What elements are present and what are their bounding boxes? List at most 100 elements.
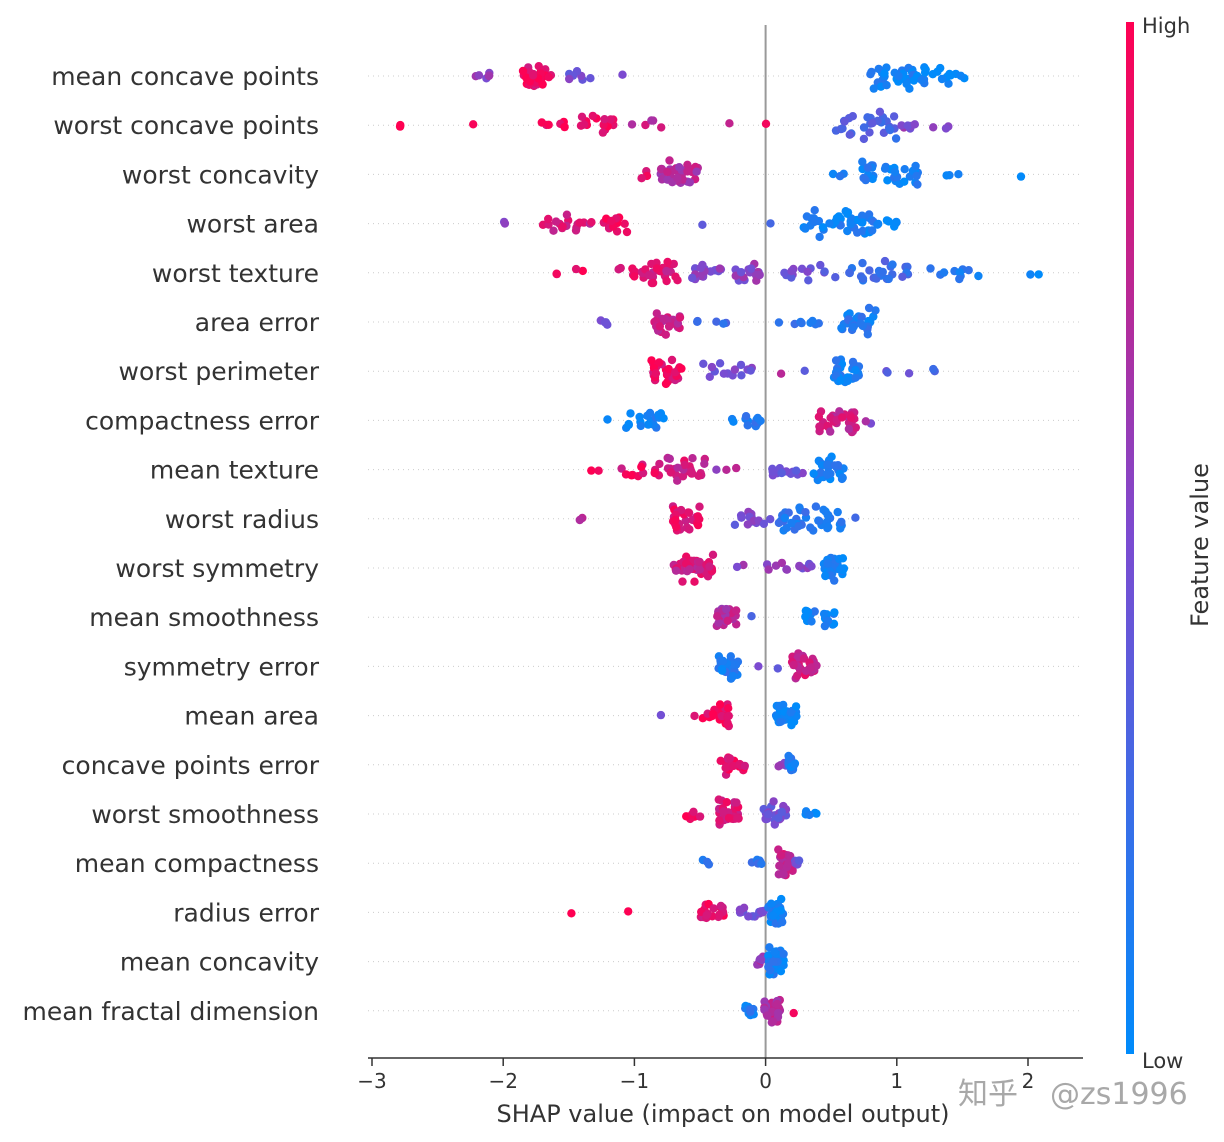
- shap-point: [859, 174, 869, 183]
- shap-point: [687, 469, 697, 478]
- shap-point: [944, 79, 953, 88]
- feature-label: mean texture: [150, 456, 319, 485]
- shap-point: [1016, 172, 1026, 181]
- shap-point: [797, 318, 806, 328]
- x-tick-label: 1: [890, 1069, 903, 1093]
- shap-point: [694, 471, 703, 480]
- shap-point: [651, 369, 661, 378]
- feature-label: radius error: [173, 898, 319, 927]
- shap-point: [956, 71, 965, 81]
- shap-point: [820, 621, 830, 631]
- shap-point: [780, 268, 789, 277]
- feature-label: worst area: [186, 210, 319, 239]
- shap-point: [809, 214, 818, 223]
- x-axis-title: SHAP value (impact on model output): [497, 1100, 950, 1128]
- shap-point: [695, 557, 704, 567]
- shap-point: [600, 318, 610, 327]
- shap-point: [889, 112, 899, 121]
- shap-point: [693, 512, 703, 521]
- shap-point: [812, 809, 821, 818]
- feature-label: worst perimeter: [119, 357, 320, 386]
- shap-point: [678, 472, 688, 481]
- shap-point: [747, 612, 756, 621]
- shap-point: [773, 664, 782, 673]
- shap-point: [873, 220, 882, 229]
- shap-point: [755, 270, 764, 280]
- shap-point: [798, 468, 807, 478]
- beeswarm-dots: [395, 61, 1043, 1027]
- shap-point: [843, 376, 852, 386]
- shap-point: [757, 859, 766, 868]
- shap-point: [616, 263, 625, 273]
- x-tick-label: −3: [357, 1069, 386, 1093]
- shap-point: [730, 520, 740, 529]
- shap-point: [735, 905, 745, 914]
- shap-point: [837, 517, 846, 527]
- shap-point: [910, 120, 919, 129]
- watermark-user-text: @zs1996: [1050, 1077, 1188, 1112]
- shap-point: [774, 762, 783, 771]
- shap-point: [819, 609, 829, 619]
- feature-labels: mean concave points worst concave points w…: [22, 62, 319, 1026]
- shap-point: [859, 134, 869, 144]
- shap-point: [764, 565, 773, 574]
- shap-point: [768, 1017, 778, 1026]
- feature-label: worst smoothness: [91, 800, 319, 829]
- shap-point: [587, 466, 596, 475]
- feature-label: worst texture: [152, 259, 319, 288]
- shap-point: [882, 81, 891, 90]
- shap-point: [831, 356, 841, 365]
- shap-point: [665, 454, 674, 463]
- shap-point: [858, 157, 867, 166]
- shap-point: [671, 566, 681, 575]
- shap-point: [884, 274, 893, 284]
- shap-point: [837, 323, 846, 333]
- x-axis: −3 −2 −1 0 1 2: [357, 1057, 1083, 1093]
- feature-label: mean concave points: [51, 62, 319, 91]
- shap-point: [739, 560, 748, 570]
- shap-point: [729, 417, 738, 426]
- shap-point: [891, 134, 901, 143]
- feature-label: worst concave points: [53, 111, 319, 140]
- shap-point: [801, 224, 810, 233]
- shap-point: [586, 74, 595, 83]
- shap-point: [795, 561, 804, 571]
- shap-point: [705, 562, 714, 571]
- shap-point: [662, 266, 671, 276]
- shap-point: [518, 66, 528, 76]
- shap-point: [823, 559, 832, 568]
- shap-point: [685, 565, 694, 574]
- shap-point: [673, 276, 682, 285]
- shap-point: [681, 516, 690, 525]
- shap-point: [846, 220, 855, 229]
- shap-point: [773, 999, 782, 1009]
- shap-point: [942, 171, 951, 180]
- shap-point: [678, 577, 687, 586]
- shap-point: [641, 120, 650, 130]
- shap-point: [627, 120, 637, 129]
- shap-point: [696, 263, 705, 273]
- shap-point: [756, 416, 765, 425]
- shap-point: [824, 522, 833, 532]
- shap-point: [673, 173, 682, 183]
- shap-point: [843, 209, 852, 218]
- shap-point: [571, 264, 581, 274]
- shap-point: [662, 276, 671, 286]
- shap-point: [716, 901, 726, 911]
- shap-point: [469, 120, 478, 129]
- shap-point: [663, 257, 672, 267]
- shap-point: [767, 899, 776, 908]
- shap-point: [715, 359, 725, 368]
- shap-point: [699, 359, 708, 368]
- feature-label: mean concavity: [120, 948, 319, 977]
- shap-point: [732, 463, 741, 473]
- shap-point: [683, 167, 692, 176]
- shap-point: [657, 123, 666, 132]
- shap-point: [928, 70, 937, 79]
- shap-point: [776, 851, 786, 860]
- shap-point: [723, 718, 732, 728]
- shap-point: [666, 468, 675, 477]
- shap-point: [815, 422, 824, 431]
- shap-point: [787, 718, 796, 727]
- shap-point: [571, 226, 581, 235]
